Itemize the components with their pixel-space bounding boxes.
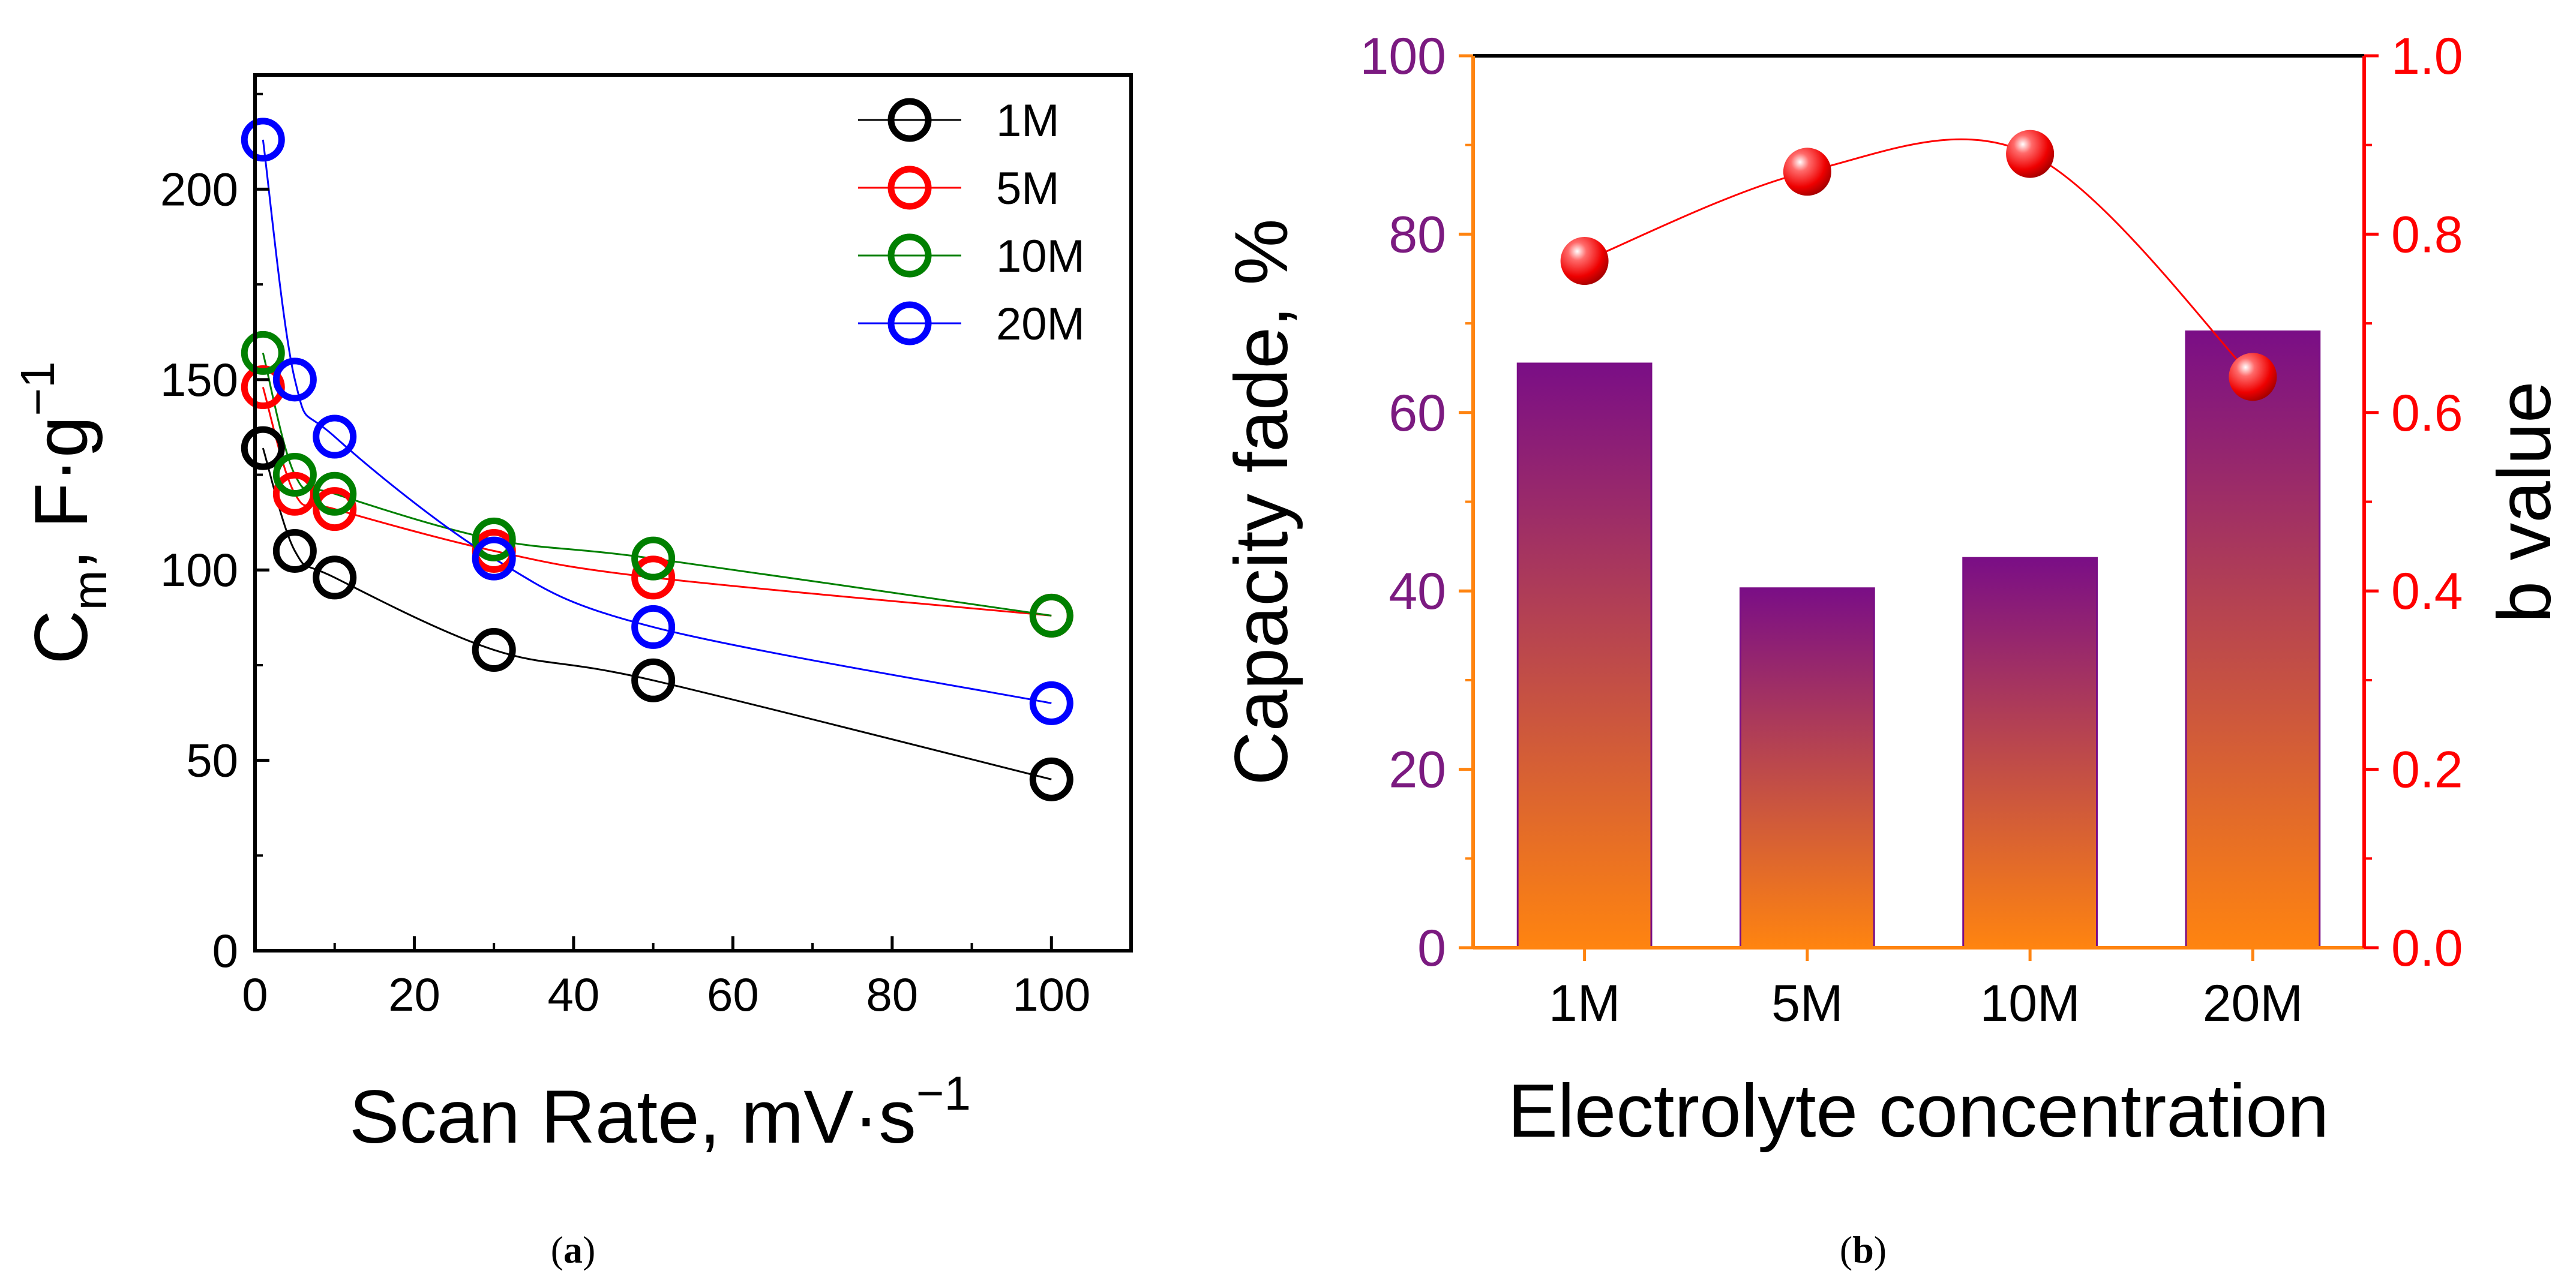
chart-a: 0 20 40 60 80 100 0 50 100 150 200 1M 5M 10M 20M Sca… xyxy=(11,73,1133,1271)
data-point-20M xyxy=(631,605,676,649)
data-point-1M xyxy=(472,628,516,672)
x-axis-title: Scan Rate, mV·s−1 xyxy=(349,1066,971,1159)
data-point-20M xyxy=(1029,681,1073,725)
x-axis: 1M 5M 10M 20M xyxy=(1549,948,2303,1032)
y-tick-label: 20 xyxy=(1389,741,1446,799)
data-point-10M xyxy=(1029,593,1073,638)
y2-tick-label: 0.0 xyxy=(2391,920,2463,977)
plot-area-frame xyxy=(253,73,1133,953)
chart-b: 1M 5M 10M 20M 0 20 40 60 80 100 0.0 0.2 0.4 0.6 0.8 1… xyxy=(1220,28,2566,1271)
data-point-10M xyxy=(313,471,357,516)
x-tick-label: 0 xyxy=(242,968,268,1021)
legend-label: 5M xyxy=(996,163,1060,214)
b-value-point-10M xyxy=(2006,130,2055,178)
data-point-5M xyxy=(631,555,676,600)
y-tick-label: 0 xyxy=(1417,920,1446,977)
data-point-20M xyxy=(472,536,516,581)
y-axis-right: 0.0 0.2 0.4 0.6 0.8 1.0 xyxy=(2364,28,2463,977)
panel-label-a: (a) xyxy=(551,1228,596,1271)
y-tick-label: 40 xyxy=(1389,563,1446,620)
x-tick-label: 40 xyxy=(548,968,600,1021)
y-tick-label: 200 xyxy=(160,163,238,215)
data-point-10M xyxy=(272,453,317,497)
x-tick-label: 20M xyxy=(2203,975,2303,1032)
y-axis-title-right: b value xyxy=(2483,381,2566,623)
data-point-10M xyxy=(631,536,676,581)
data-point-1M xyxy=(1029,757,1073,801)
data-point-20M xyxy=(313,414,357,459)
legend-label: 20M xyxy=(996,299,1085,350)
x-tick-label: 10M xyxy=(1980,975,2080,1032)
y-tick-label: 100 xyxy=(1360,28,1447,85)
legend-marker xyxy=(887,166,932,210)
data-point-10M xyxy=(241,330,285,375)
data-point-1M xyxy=(272,528,317,573)
bar-20M xyxy=(2185,330,2321,949)
x-tick-label: 80 xyxy=(866,968,918,1021)
y2-tick-label: 0.4 xyxy=(2391,563,2463,620)
x-axis: 0 20 40 60 80 100 xyxy=(242,936,1090,1021)
x-tick-label: 60 xyxy=(707,968,759,1021)
data-point-1M xyxy=(241,426,285,470)
y-axis-left: 0 20 40 60 80 100 xyxy=(1360,28,1473,977)
series-line-1M xyxy=(262,447,1052,780)
bar-1M xyxy=(1516,362,1653,949)
data-point-10M xyxy=(472,517,516,561)
legend-label: 10M xyxy=(996,231,1085,282)
x-tick-label: 1M xyxy=(1549,975,1620,1032)
data-point-20M xyxy=(272,357,317,402)
x-tick-label: 100 xyxy=(1012,968,1090,1021)
series-markers xyxy=(241,118,1073,801)
legend-marker xyxy=(887,233,932,278)
x-axis-title: Electrolyte concentration xyxy=(1508,1069,2329,1153)
data-point-1M xyxy=(313,555,357,600)
bar-5M xyxy=(1740,587,1875,949)
b-value-point-1M xyxy=(1560,237,1609,286)
b-value-markers xyxy=(1560,130,2277,401)
b-value-point-20M xyxy=(2229,353,2277,401)
data-point-5M xyxy=(313,487,357,531)
y-tick-label: 60 xyxy=(1389,384,1446,442)
y-tick-label: 80 xyxy=(1389,206,1446,263)
y-axis-title: Cm, F·g−1 xyxy=(11,361,116,664)
data-point-1M xyxy=(631,658,676,702)
bar-series xyxy=(1516,330,2321,949)
legend-marker xyxy=(887,98,932,142)
y2-tick-label: 0.6 xyxy=(2391,384,2463,442)
b-value-point-5M xyxy=(1783,148,1831,196)
y-tick-label: 150 xyxy=(160,353,238,406)
data-point-20M xyxy=(241,118,285,162)
x-tick-label: 20 xyxy=(388,968,440,1021)
bar-10M xyxy=(1962,557,2098,949)
series-line-20M xyxy=(262,139,1052,704)
y-tick-label: 100 xyxy=(160,543,238,596)
legend-marker xyxy=(887,301,932,345)
legend: 1M 5M 10M 20M xyxy=(858,95,1085,350)
panel-label-b: (b) xyxy=(1840,1228,1887,1271)
b-value-curve xyxy=(1584,138,2254,378)
legend-label: 1M xyxy=(996,95,1060,146)
y2-tick-label: 0.8 xyxy=(2391,206,2463,263)
series-lines xyxy=(262,139,1052,780)
y-tick-label: 0 xyxy=(212,924,238,977)
y-axis: 0 50 100 150 200 xyxy=(160,92,269,977)
series-line-5M xyxy=(262,387,1052,617)
y2-tick-label: 1.0 xyxy=(2391,28,2463,85)
y-axis-title-left: Capacity fade, % xyxy=(1220,219,1303,786)
y-tick-label: 50 xyxy=(186,734,238,787)
x-tick-label: 5M xyxy=(1771,975,1843,1032)
y2-tick-label: 0.2 xyxy=(2391,741,2463,799)
